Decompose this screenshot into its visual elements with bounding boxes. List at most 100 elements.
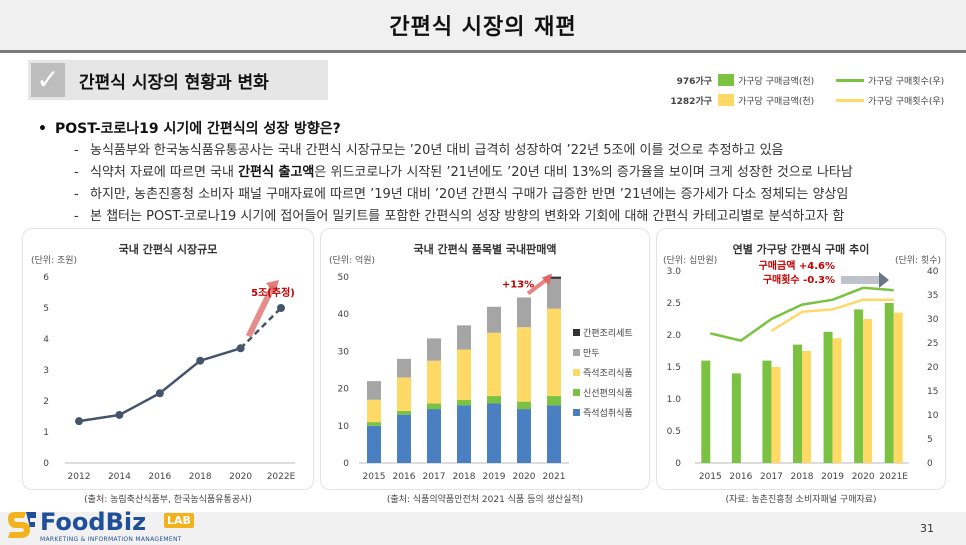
annotation-count: 구매횟수 -0.3% bbox=[763, 273, 835, 286]
x-tick-label: 2018 bbox=[189, 472, 212, 482]
legend-label: 만두 bbox=[583, 348, 600, 359]
sub-bullet-text-cont: 은 위드코로나가 시작된 ’21년에도 ’20년 대비 13%의 증가율을 보이… bbox=[314, 165, 853, 180]
sub-bullet-text: 식약처 자료에 따르면 국내 bbox=[90, 165, 239, 180]
legend-label: 간편조리세트 bbox=[583, 327, 633, 339]
sub-bullet-text: 농식품부와 한국농식품유통공사는 국내 간편식 시장규모는 ’20년 대비 급격… bbox=[90, 143, 784, 158]
x-tick-label: 2015 bbox=[363, 472, 386, 482]
category-sales-chart: (단위: 억원) 0 10 20 30 40 50 2015 2016 2017 2018 2019 2… bbox=[329, 254, 633, 482]
title-bar: 간편식 시장의 재편 bbox=[0, 0, 966, 50]
y-tick-label: 40 bbox=[338, 310, 350, 320]
right-tick-label: 40 bbox=[927, 267, 939, 277]
right-tick-label: 25 bbox=[927, 339, 938, 349]
bar-segment bbox=[487, 306, 501, 333]
foodbiz-logo: FoodBiz LAB MARKETING & INFORMATION MANA… bbox=[4, 508, 204, 544]
growth-arrow-head bbox=[266, 280, 279, 294]
bar-segment bbox=[487, 396, 501, 404]
growth-annotation: +13% bbox=[502, 279, 534, 290]
x-tick-label: 2014 bbox=[108, 472, 131, 482]
bar bbox=[884, 303, 894, 463]
bar-segment bbox=[547, 278, 561, 309]
left-tick-label: 1.5 bbox=[667, 363, 681, 373]
title-divider bbox=[0, 50, 966, 53]
bar-segment bbox=[457, 399, 471, 406]
growth-arrow-shaft bbox=[245, 284, 276, 338]
dash-marker: - bbox=[74, 187, 79, 202]
data-point bbox=[155, 389, 164, 398]
bar bbox=[771, 367, 781, 463]
left-tick-label: 0.5 bbox=[667, 427, 681, 437]
legend-line-label-a: 가구당 구매횟수(우) bbox=[868, 76, 945, 87]
bar bbox=[802, 351, 811, 463]
bar bbox=[863, 319, 873, 463]
chart-source: (출처: 농림축산식품부, 한국농식품유통공사) bbox=[84, 495, 252, 505]
x-tick-label: 2016 bbox=[148, 472, 171, 482]
x-tick-label: 2017 bbox=[423, 472, 446, 482]
bar-segment bbox=[397, 358, 411, 378]
legend-swatch-bar-a bbox=[718, 74, 734, 86]
sub-bullets: - 농식품부와 한국농식품유통공사는 국내 간편식 시장규모는 ’20년 대비 급… bbox=[74, 140, 853, 228]
right-tick-label: 35 bbox=[927, 291, 938, 301]
x-tick-label: 2021E bbox=[879, 472, 908, 482]
x-tick-label: 2012 bbox=[68, 472, 91, 482]
bullet-heading: • POST-코로나19 시기에 간편식의 성장 방향은? bbox=[38, 118, 341, 138]
legend-swatch-line-a bbox=[836, 78, 864, 82]
x-tick-label: 2019 bbox=[483, 472, 506, 482]
data-point bbox=[277, 304, 285, 312]
sub-bullet-2: - 식약처 자료에 따르면 국내 간편식 출고액은 위드코로나가 시작된 ’21년… bbox=[74, 162, 853, 184]
bar-segment bbox=[367, 425, 381, 463]
left-tick-label: 0 bbox=[675, 459, 681, 469]
legend-swatch bbox=[573, 389, 580, 396]
y-tick-label: 10 bbox=[338, 422, 350, 432]
legend-household-b: 1282가구 bbox=[670, 96, 712, 107]
right-axis-unit: (단위: 횟수) bbox=[895, 254, 941, 266]
trend-arrow-head bbox=[879, 272, 889, 288]
bar bbox=[762, 360, 772, 463]
section-title: 간편식 시장의 현황과 변화 bbox=[79, 72, 269, 93]
chart-source: (출처: 식품의약품안전처 2021 식품 등의 생산실적) bbox=[386, 495, 584, 505]
bar bbox=[893, 312, 903, 463]
x-tick-label: 2021 bbox=[543, 472, 566, 482]
sub-bullet-text: 본 챕터는 POST-코로나19 시기에 접어들어 밀키트를 포함한 간편식의 … bbox=[90, 209, 845, 224]
y-axis-unit: (단위: 조원) bbox=[31, 255, 77, 266]
bar-segment bbox=[547, 405, 561, 463]
market-size-chart: (단위: 조원) 0 1 2 3 4 5 6 2012 2014 2016 2018 2020 2022E… bbox=[31, 255, 296, 482]
bar-segment bbox=[517, 409, 531, 463]
series-line bbox=[770, 298, 894, 333]
y-tick-label: 4 bbox=[43, 335, 49, 345]
right-tick-label: 20 bbox=[927, 363, 939, 373]
bar-segment bbox=[367, 399, 381, 423]
footer-band bbox=[0, 512, 966, 545]
growth-arrow-head bbox=[542, 273, 552, 286]
series-line bbox=[709, 286, 894, 342]
left-tick-label: 2.0 bbox=[667, 331, 682, 341]
data-point bbox=[75, 417, 83, 426]
legend: 976가구 가구당 구매금액(천) 가구당 구매횟수(우) 1282가구 가구당… bbox=[640, 70, 960, 110]
legend-swatch bbox=[573, 369, 580, 376]
trend-arrow-shaft bbox=[841, 276, 879, 284]
bar-segment bbox=[427, 360, 441, 404]
right-tick-label: 0 bbox=[927, 459, 933, 469]
x-tick-label: 2018 bbox=[453, 472, 476, 482]
bullet-dot: • bbox=[38, 121, 47, 137]
legend-row-b: 1282가구 가구당 구매금액(천) 가구당 구매횟수(우) bbox=[640, 90, 960, 110]
bar-segment bbox=[457, 349, 471, 400]
y-tick-label: 30 bbox=[338, 347, 350, 357]
bar-segment bbox=[397, 377, 411, 411]
bar bbox=[854, 309, 864, 463]
left-tick-label: 2.5 bbox=[667, 299, 681, 309]
right-tick-label: 10 bbox=[927, 411, 939, 421]
sub-bullet-1: - 농식품부와 한국농식품유통공사는 국내 간편식 시장규모는 ’20년 대비 급… bbox=[74, 140, 853, 162]
bar-segment bbox=[397, 410, 411, 415]
x-tick-label: 2016 bbox=[729, 472, 752, 482]
y-tick-label: 5 bbox=[43, 304, 49, 314]
section-header: ✓ 간편식 시장의 현황과 변화 bbox=[28, 60, 328, 100]
bar-segment bbox=[487, 403, 501, 463]
bar-segment bbox=[517, 327, 531, 402]
y-tick-label: 0 bbox=[43, 459, 49, 469]
legend-swatch bbox=[573, 329, 580, 336]
x-tick-label: 2017 bbox=[760, 472, 783, 482]
legend-label: 신선편의식품 bbox=[583, 387, 633, 399]
sub-bullet-bold: 간편식 출고액 bbox=[238, 165, 315, 180]
logo-lab: LAB bbox=[164, 513, 194, 528]
bar-segment bbox=[547, 276, 561, 279]
